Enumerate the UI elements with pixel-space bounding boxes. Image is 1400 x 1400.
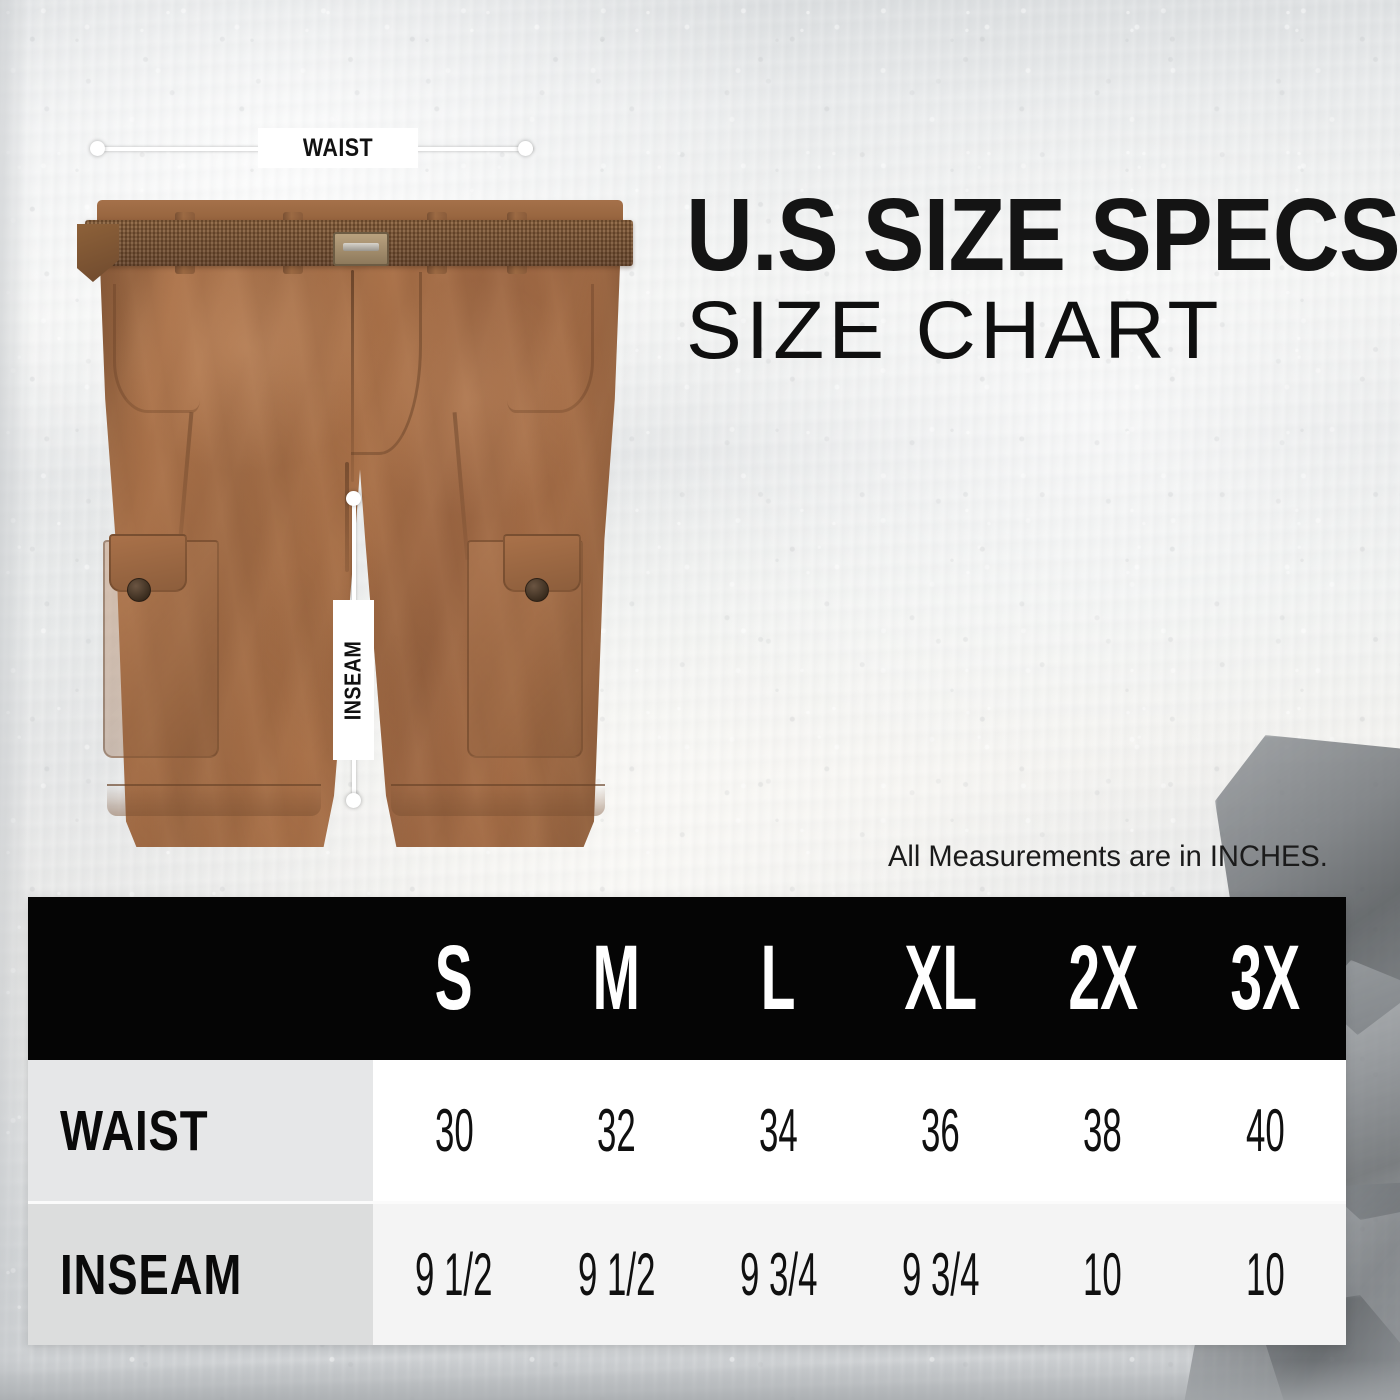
value-inseam-2x: 10: [1083, 1241, 1123, 1308]
size-label-l: L: [761, 927, 796, 1029]
value-waist-s: 30: [434, 1097, 474, 1164]
cell-inseam-3x: 10: [1183, 1204, 1347, 1345]
cell-waist-l: 34: [697, 1060, 860, 1201]
background-bottom-band: [0, 1360, 1400, 1400]
hem-right: [391, 784, 605, 816]
cell-waist-2x: 38: [1021, 1060, 1184, 1201]
table-row: WAIST 30 32 34 36 38 40: [28, 1060, 1347, 1201]
inseam-endpoint-bottom-dot: [346, 793, 361, 808]
cell-waist-s: 30: [373, 1060, 536, 1201]
value-waist-2x: 38: [1083, 1097, 1123, 1164]
heading-block: U.S SIZE SPECS SIZE CHART: [686, 177, 1400, 372]
row-label-inseam: INSEAM: [28, 1204, 373, 1345]
cargo-button-icon: [525, 578, 549, 602]
header-corner-cell: [28, 897, 373, 1060]
table-row-divider: [28, 1201, 1346, 1204]
cell-inseam-m: 9 1/2: [535, 1204, 698, 1345]
hem-left: [107, 784, 321, 816]
value-waist-3x: 40: [1245, 1097, 1285, 1164]
header-cell-s: S: [373, 897, 535, 1060]
value-waist-xl: 36: [921, 1097, 960, 1164]
row-label-waist-text: WAIST: [60, 1098, 209, 1163]
header-cell-3x: 3X: [1184, 897, 1346, 1060]
value-waist-l: 34: [759, 1097, 798, 1164]
row-label-inseam-text: INSEAM: [60, 1242, 243, 1307]
header-cell-xl: XL: [860, 897, 1022, 1060]
value-waist-m: 32: [596, 1097, 636, 1164]
front-pocket-right: [507, 284, 594, 413]
size-label-3x: 3X: [1230, 927, 1300, 1029]
belt-buckle: [333, 232, 389, 266]
size-label-xl: XL: [904, 927, 978, 1029]
inseam-endpoint-top-dot: [346, 491, 361, 506]
cargo-pocket-right: [467, 534, 583, 758]
size-label-s: S: [435, 927, 474, 1029]
header-cell-2x: 2X: [1022, 897, 1184, 1060]
inseam-callout-label: INSEAM: [333, 600, 374, 760]
background-left-band: [0, 0, 30, 1400]
cell-waist-3x: 40: [1183, 1060, 1347, 1201]
cell-inseam-xl: 9 3/4: [859, 1204, 1022, 1345]
cell-inseam-l: 9 3/4: [697, 1204, 860, 1345]
value-inseam-xl: 9 3/4: [901, 1241, 980, 1308]
cargo-button-icon: [127, 578, 151, 602]
cell-inseam-s: 9 1/2: [373, 1204, 536, 1345]
front-pocket-left: [113, 284, 200, 413]
cell-waist-xl: 36: [859, 1060, 1022, 1201]
size-label-m: M: [592, 927, 641, 1029]
value-inseam-m: 9 1/2: [577, 1241, 655, 1308]
waist-callout-label: WAIST: [258, 128, 418, 168]
row-label-waist: WAIST: [28, 1060, 373, 1201]
crotch-seam: [345, 462, 349, 572]
waist-endpoint-right-dot: [518, 141, 533, 156]
waist-endpoint-left-dot: [90, 141, 105, 156]
measurement-units-note: All Measurements are in INCHES.: [888, 840, 1328, 873]
table-header-row: S M L XL 2X 3X: [28, 897, 1346, 1060]
page-title: U.S SIZE SPECS: [686, 177, 1400, 292]
value-inseam-s: 9 1/2: [415, 1241, 493, 1308]
size-chart-table: S M L XL 2X 3X WAIST 30: [28, 897, 1347, 1345]
table-row: INSEAM 9 1/2 9 1/2 9 3/4 9 3/4 10 10: [28, 1204, 1347, 1345]
size-label-2x: 2X: [1067, 927, 1138, 1029]
cell-waist-m: 32: [535, 1060, 698, 1201]
value-inseam-3x: 10: [1245, 1241, 1285, 1308]
inseam-callout-text: INSEAM: [340, 640, 367, 720]
cargo-pocket-left: [103, 534, 219, 758]
page-subtitle: SIZE CHART: [686, 284, 1223, 376]
header-cell-m: M: [535, 897, 697, 1060]
header-cell-l: L: [697, 897, 859, 1060]
value-inseam-l: 9 3/4: [739, 1241, 818, 1308]
cell-inseam-2x: 10: [1021, 1204, 1184, 1345]
